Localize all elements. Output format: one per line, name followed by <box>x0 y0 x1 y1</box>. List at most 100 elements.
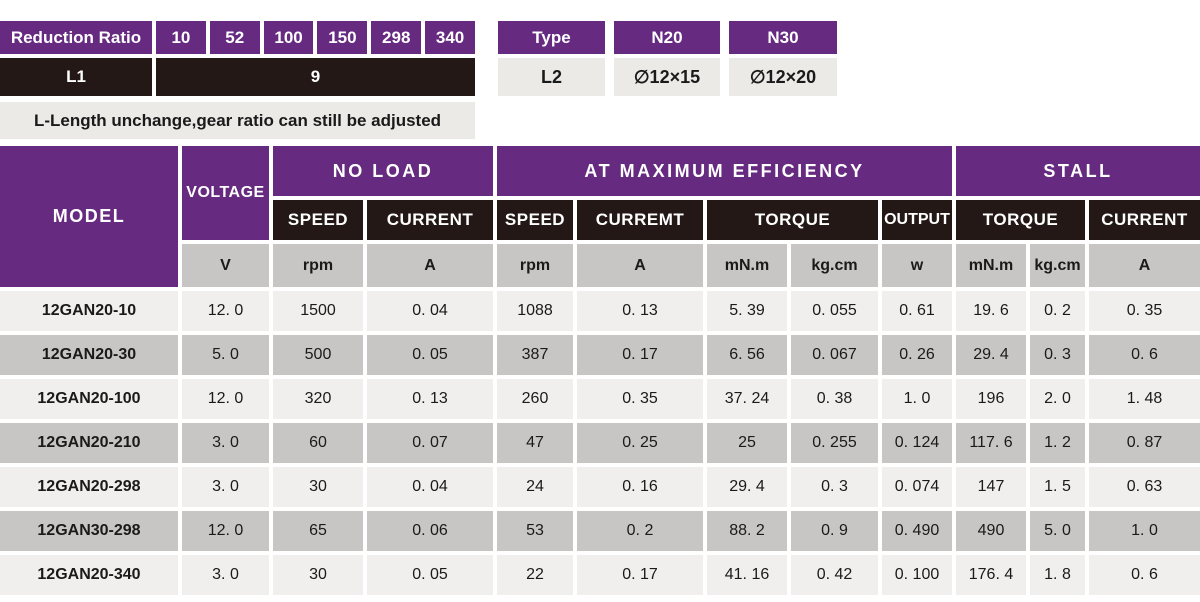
group-max-efficiency: AT MAXIMUM EFFICIENCY <box>497 146 952 196</box>
value-cell: 490 <box>956 511 1026 551</box>
value-cell: 24 <box>497 467 573 507</box>
value-cell: 0. 124 <box>882 423 952 463</box>
unit-cell: A <box>367 244 493 287</box>
value-cell: 0. 61 <box>882 291 952 331</box>
value-cell: 0. 07 <box>367 423 493 463</box>
value-cell: 0. 35 <box>577 379 703 419</box>
spec-grid: MODEL VOLTAGE NO LOAD AT MAXIMUM EFFICIE… <box>0 146 1200 595</box>
value-cell: 0. 26 <box>882 335 952 375</box>
value-cell: 0. 074 <box>882 467 952 507</box>
subheader-maxeff-speed: SPEED <box>497 200 573 240</box>
value-cell: 6. 56 <box>707 335 787 375</box>
ratio-cell: 298 <box>371 21 422 54</box>
ratio-cell: 10 <box>156 21 206 54</box>
value-cell: 5. 39 <box>707 291 787 331</box>
ratio-cell: 52 <box>209 21 260 54</box>
value-cell: 1. 48 <box>1089 379 1200 419</box>
group-no-load: NO LOAD <box>273 146 493 196</box>
value-cell: 0. 17 <box>577 555 703 595</box>
value-cell: 0. 04 <box>367 467 493 507</box>
type-n20: N20 <box>614 21 720 54</box>
value-cell: 260 <box>497 379 573 419</box>
value-cell: 1. 5 <box>1030 467 1085 507</box>
value-cell: 176. 4 <box>956 555 1026 595</box>
ratio-cell: 340 <box>425 21 475 54</box>
value-cell: 12. 0 <box>182 379 269 419</box>
value-cell: 0. 9 <box>791 511 878 551</box>
value-cell: 0. 13 <box>577 291 703 331</box>
model-cell: 12GAN20-30 <box>0 335 178 375</box>
subheader-noload-current: CURRENT <box>367 200 493 240</box>
value-cell: 500 <box>273 335 363 375</box>
unit-cell: w <box>882 244 952 287</box>
value-cell: 0. 3 <box>1030 335 1085 375</box>
model-cell: 12GAN20-298 <box>0 467 178 507</box>
value-cell: 147 <box>956 467 1026 507</box>
value-cell: 0. 3 <box>791 467 878 507</box>
unit-cell: mN.m <box>956 244 1026 287</box>
value-cell: 0. 6 <box>1089 335 1200 375</box>
group-stall: STALL <box>956 146 1200 196</box>
unit-cell: kg.cm <box>1030 244 1085 287</box>
reduction-ratio-header: Reduction Ratio <box>0 21 152 54</box>
unit-cell: A <box>577 244 703 287</box>
value-cell: 30 <box>273 555 363 595</box>
value-cell: 0. 100 <box>882 555 952 595</box>
unit-cell: A <box>1089 244 1200 287</box>
l1-row: L1 9 <box>0 58 475 96</box>
value-cell: 1. 8 <box>1030 555 1085 595</box>
model-cell: 12GAN20-10 <box>0 291 178 331</box>
l1-value: 9 <box>156 58 475 96</box>
value-cell: 2. 0 <box>1030 379 1085 419</box>
value-cell: 5. 0 <box>1030 511 1085 551</box>
value-cell: 0. 05 <box>367 335 493 375</box>
ratio-cell: 100 <box>263 21 314 54</box>
value-cell: 3. 0 <box>182 555 269 595</box>
voltage-header: VOLTAGE <box>182 146 269 240</box>
value-cell: 60 <box>273 423 363 463</box>
ratio-cell: 150 <box>317 21 368 54</box>
value-cell: 3. 0 <box>182 423 269 463</box>
value-cell: 387 <box>497 335 573 375</box>
value-cell: 0. 04 <box>367 291 493 331</box>
value-cell: 88. 2 <box>707 511 787 551</box>
l2-value-n20: ∅12×15 <box>614 58 720 96</box>
value-cell: 53 <box>497 511 573 551</box>
value-cell: 0. 13 <box>367 379 493 419</box>
subheader-stall-current: CURRENT <box>1089 200 1200 240</box>
value-cell: 0. 38 <box>791 379 878 419</box>
model-cell: 12GAN20-340 <box>0 555 178 595</box>
subheader-maxeff-torque: TORQUE <box>707 200 878 240</box>
value-cell: 0. 2 <box>1030 291 1085 331</box>
l1-label: L1 <box>0 58 152 96</box>
value-cell: 0. 6 <box>1089 555 1200 595</box>
value-cell: 0. 2 <box>577 511 703 551</box>
value-cell: 0. 17 <box>577 335 703 375</box>
value-cell: 196 <box>956 379 1026 419</box>
value-cell: 3. 0 <box>182 467 269 507</box>
value-cell: 12. 0 <box>182 291 269 331</box>
length-note: L-Length unchange,gear ratio can still b… <box>0 102 475 139</box>
value-cell: 5. 0 <box>182 335 269 375</box>
value-cell: 1. 0 <box>1089 511 1200 551</box>
value-cell: 0. 490 <box>882 511 952 551</box>
value-cell: 0. 05 <box>367 555 493 595</box>
value-cell: 25 <box>707 423 787 463</box>
value-cell: 0. 055 <box>791 291 878 331</box>
subheader-stall-torque: TORQUE <box>956 200 1085 240</box>
l2-row: L2 ∅12×15 ∅12×20 <box>498 58 837 96</box>
unit-cell: mN.m <box>707 244 787 287</box>
value-cell: 0. 067 <box>791 335 878 375</box>
value-cell: 0. 35 <box>1089 291 1200 331</box>
value-cell: 320 <box>273 379 363 419</box>
value-cell: 12. 0 <box>182 511 269 551</box>
value-cell: 30 <box>273 467 363 507</box>
reduction-ratio-table: Reduction Ratio 10 52 100 150 298 340 L1… <box>0 21 475 139</box>
value-cell: 0. 42 <box>791 555 878 595</box>
subheader-output: OUTPUT <box>882 200 952 240</box>
value-cell: 0. 255 <box>791 423 878 463</box>
unit-cell: V <box>182 244 269 287</box>
type-table: Type N20 N30 L2 ∅12×15 ∅12×20 <box>498 21 837 96</box>
value-cell: 0. 16 <box>577 467 703 507</box>
model-cell: 12GAN30-298 <box>0 511 178 551</box>
